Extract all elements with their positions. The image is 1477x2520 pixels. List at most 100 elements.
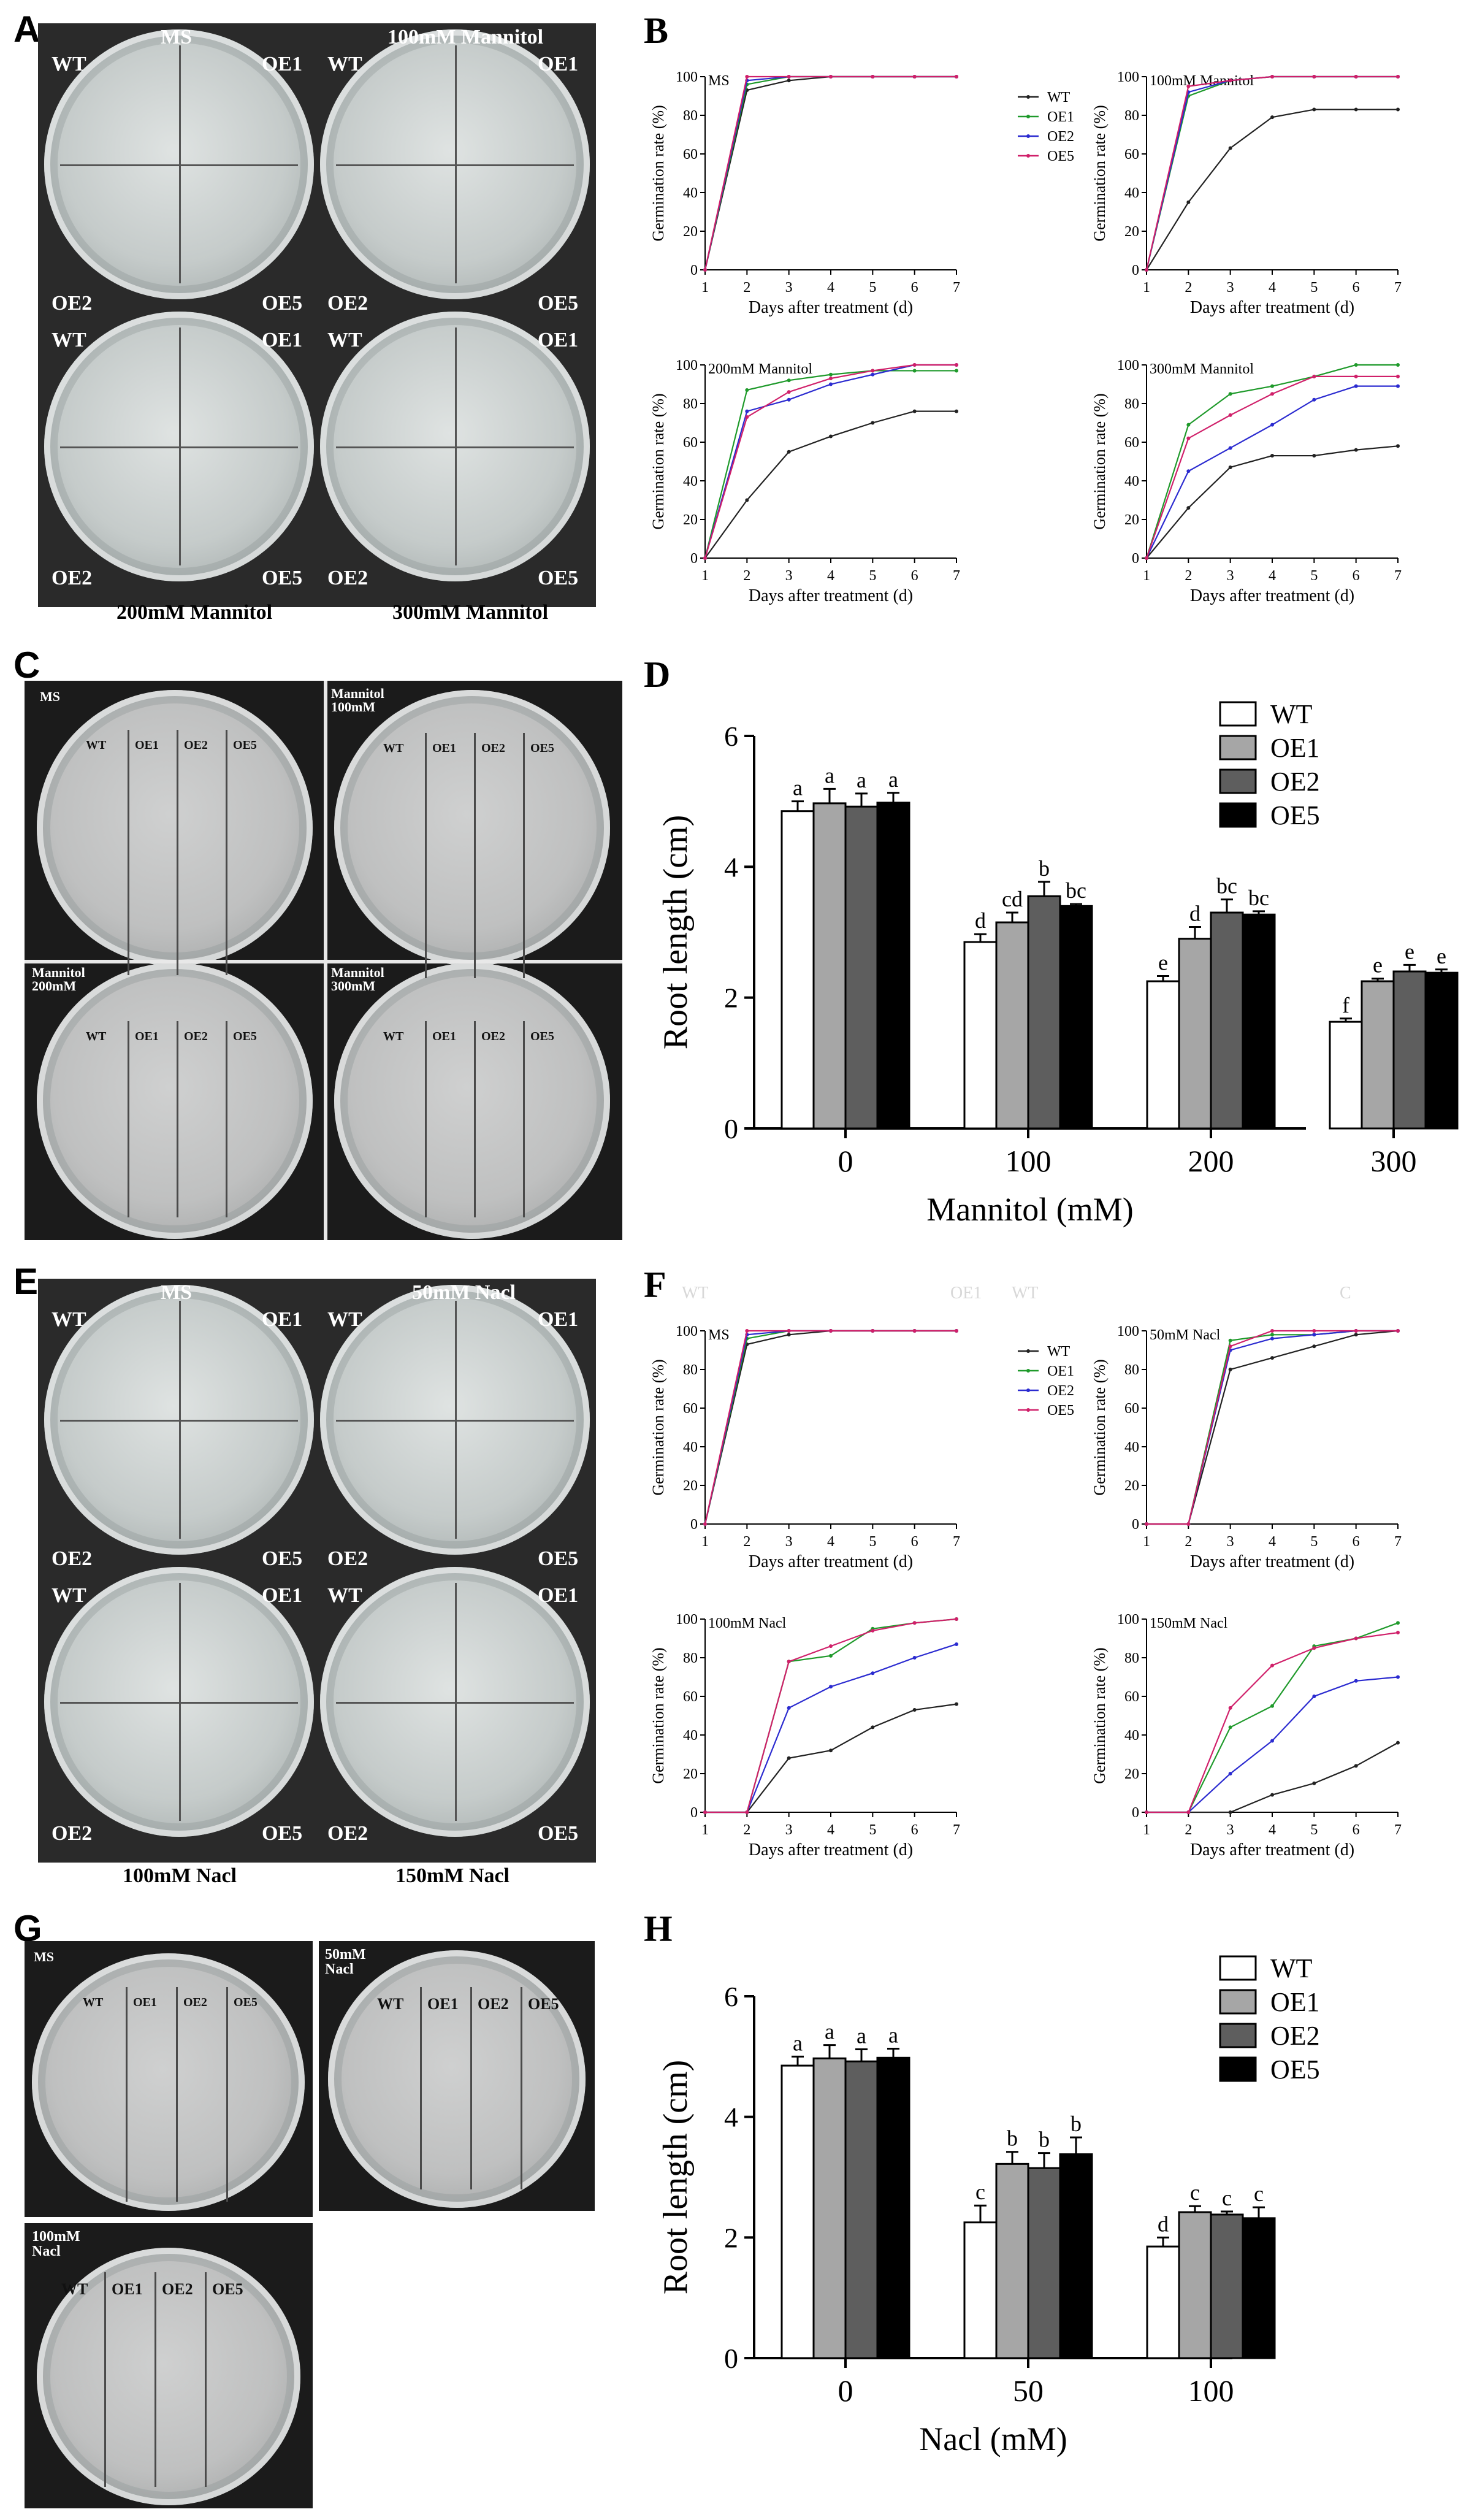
- legend-marker-wt: [1026, 95, 1030, 99]
- data-point-oe5: [829, 1644, 833, 1649]
- panel-c-photo: MS Mannitol 100mM Mannitol 200mM Mannito…: [25, 681, 622, 1240]
- dish-e-50: [320, 1285, 590, 1555]
- a-q-oe5-4: OE5: [538, 567, 579, 589]
- data-point-oe5: [871, 369, 875, 373]
- y-tick-label: 60: [1124, 1401, 1139, 1417]
- bar-oe2-0: [844, 2060, 879, 2359]
- x-tick-label: 3: [1227, 280, 1234, 296]
- series-line-oe2: [1146, 385, 1398, 559]
- y-axis-label: Root length (cm): [657, 2060, 695, 2295]
- significance-letter: e: [1405, 939, 1414, 963]
- e-q-oe1-4: OE1: [538, 1584, 579, 1607]
- legend-swatch-oe5: [1219, 802, 1257, 828]
- lane-divider: [126, 1987, 128, 2202]
- data-point-wt: [1312, 1781, 1316, 1785]
- series-line-oe5: [1147, 1330, 1398, 1525]
- data-point-wt: [1354, 107, 1358, 112]
- lane-label-oe5: OE5: [233, 738, 257, 752]
- y-tick-label: 0: [1132, 262, 1139, 278]
- x-tick-label: 4: [827, 568, 834, 584]
- y-tick-label: 80: [1124, 396, 1139, 412]
- bar-wt-50: [963, 2221, 998, 2359]
- x-axis-label: Days after treatment (d): [1190, 586, 1354, 605]
- data-point-oe5: [1270, 392, 1274, 396]
- x-tick-label: 1: [1143, 1822, 1150, 1838]
- data-point-oe5: [829, 1329, 833, 1333]
- plate-c-300: [334, 963, 610, 1239]
- y-tick-label: 40: [1124, 473, 1139, 489]
- y-tick-label: 40: [1124, 1439, 1139, 1455]
- significance-letter: e: [1437, 944, 1446, 968]
- lane-label-oe5: OE5: [530, 741, 554, 755]
- e-q-wt-1: WT: [52, 1308, 86, 1331]
- x-tick-label: 5: [869, 1534, 876, 1550]
- e-title-50: 50mM Nacl: [412, 1281, 516, 1304]
- lane-divider: [176, 1987, 178, 2202]
- e-q-wt-3: WT: [52, 1584, 86, 1607]
- legend-swatch-wt: [1219, 1955, 1257, 1981]
- x-axis-label: Days after treatment (d): [749, 1840, 913, 1859]
- data-point-wt: [912, 1708, 917, 1712]
- legend-text-oe5: OE5: [1047, 148, 1074, 164]
- lane-divider: [128, 730, 129, 975]
- data-point-oe5: [1354, 374, 1358, 378]
- data-point-oe5: [1186, 1522, 1191, 1526]
- lane-label-wt: WT: [377, 1995, 404, 2013]
- series-line-oe2: [704, 364, 956, 559]
- data-point-oe5: [829, 377, 833, 381]
- a-q-oe2-2: OE2: [327, 292, 368, 315]
- bar-wt-200: [1146, 980, 1180, 1130]
- x-tick-label: 6: [1353, 1822, 1360, 1838]
- significance-letter: a: [793, 2031, 803, 2055]
- data-point-oe5: [1354, 1636, 1358, 1641]
- data-point-oe5: [955, 363, 958, 367]
- data-point-oe2: [1312, 1695, 1316, 1698]
- data-point-oe5: [871, 1329, 875, 1333]
- legend-text-oe2: OE2: [1047, 1383, 1074, 1399]
- lane-divider: [420, 1987, 422, 2189]
- y-tick-label: 60: [1124, 147, 1139, 163]
- data-point-oe5: [1396, 1631, 1400, 1635]
- a-title-ms: MS: [161, 26, 192, 48]
- legend-text-wt: WT: [1270, 699, 1313, 729]
- data-point-oe1: [1270, 384, 1274, 388]
- bar-oe5-100: [1242, 2217, 1276, 2359]
- y-tick-label: 100: [1117, 1612, 1139, 1628]
- x-tick-label: 100: [1006, 1144, 1051, 1178]
- y-tick-label: 20: [683, 1766, 698, 1782]
- dish-e-150: [320, 1567, 590, 1837]
- y-tick-label: 0: [724, 1113, 738, 1144]
- lane-divider: [521, 1987, 522, 2189]
- data-point-oe1: [829, 1653, 833, 1658]
- y-tick-label: 100: [1117, 1323, 1139, 1339]
- legend-marker-oe2: [1026, 1388, 1030, 1392]
- y-tick-label: 20: [1124, 512, 1139, 528]
- y-tick-label: 40: [683, 1439, 698, 1455]
- series-line-wt: [705, 1703, 957, 1813]
- data-point-oe5: [1186, 84, 1191, 88]
- series-line-oe1: [1147, 1622, 1399, 1813]
- data-point-oe5: [871, 75, 875, 79]
- a-q-oe2-3: OE2: [52, 567, 93, 589]
- x-tick-label: 2: [1185, 568, 1192, 584]
- y-tick-label: 4: [724, 2102, 738, 2133]
- x-tick-label: 100: [1188, 2373, 1234, 2408]
- e-q-oe5-1: OE5: [262, 1547, 303, 1570]
- e-q-oe1-1: OE1: [262, 1308, 303, 1331]
- y-tick-label: 80: [1124, 1362, 1139, 1378]
- bar-oe2-50: [1027, 2167, 1061, 2359]
- data-point-oe1: [912, 369, 917, 373]
- data-point-wt: [787, 79, 791, 83]
- y-tick-label: 40: [683, 1728, 698, 1744]
- bar-oe5-100: [1059, 905, 1093, 1130]
- lane-label-oe1: OE1: [112, 2280, 143, 2298]
- data-point-wt: [787, 1756, 791, 1760]
- y-axis-label: Germination rate (%): [1091, 393, 1109, 529]
- legend-text-wt: WT: [1270, 1953, 1313, 1983]
- x-tick-label: 5: [1310, 1534, 1318, 1550]
- y-axis-label: Germination rate (%): [1091, 105, 1109, 241]
- y-tick-label: 2: [724, 982, 738, 1014]
- lane-divider: [104, 2272, 106, 2487]
- data-point-wt: [1396, 1741, 1400, 1745]
- data-point-wt: [871, 421, 875, 425]
